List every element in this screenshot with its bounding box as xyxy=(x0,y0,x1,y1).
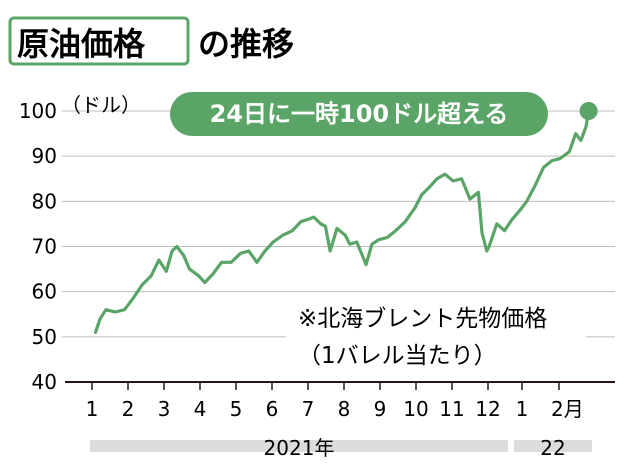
note-line-2: （1バレル当たり） xyxy=(298,343,497,369)
year-bar-2022 xyxy=(514,440,592,452)
y-tick-label-60: 60 xyxy=(32,280,57,304)
title-box xyxy=(8,16,190,66)
y-tick-label-40: 40 xyxy=(32,370,57,394)
x-month-label-2: 3 xyxy=(158,397,171,421)
y-tick-label-80: 80 xyxy=(32,189,57,213)
x-month-label-1: 2 xyxy=(122,397,135,421)
x-month-label-6: 7 xyxy=(302,397,315,421)
x-month-label-11: 12 xyxy=(475,397,500,421)
x-axis-ticks xyxy=(91,382,560,390)
year-label-2022: 22 xyxy=(540,436,565,460)
callout-box xyxy=(170,92,548,136)
x-month-label-5: 6 xyxy=(266,397,279,421)
x-month-label-8: 9 xyxy=(374,397,387,421)
x-month-label-9: 10 xyxy=(403,397,428,421)
callout-text: 24日に一時100ドル超える xyxy=(210,100,509,128)
x-axis-month-labels: 1 2 3 4 5 6 7 8 9 10 11 12 1 2月 xyxy=(86,397,584,421)
x-month-label-12: 1 xyxy=(516,397,529,421)
year-label-2021: 2021年 xyxy=(264,436,335,460)
x-month-label-7: 8 xyxy=(338,397,351,421)
note-background xyxy=(286,300,586,380)
x-month-label-13: 2月 xyxy=(551,397,584,421)
x-month-label-4: 5 xyxy=(230,397,243,421)
y-unit-label: （ドル） xyxy=(61,93,141,117)
y-tick-label-90: 90 xyxy=(32,144,57,168)
x-month-label-10: 11 xyxy=(439,397,464,421)
latest-price-marker xyxy=(579,102,598,120)
y-tick-label-100: 100 xyxy=(19,99,57,123)
y-axis-ticks: 40 50 60 70 80 90 100 xyxy=(19,99,57,394)
x-month-label-0: 1 xyxy=(86,397,99,421)
note-line-1: ※北海ブレント先物価格 xyxy=(298,306,547,332)
price-series-line xyxy=(93,109,591,334)
x-month-label-3: 4 xyxy=(194,397,207,421)
title-rest-text: の推移 xyxy=(198,25,294,63)
title-boxed-text: 原油価格 xyxy=(17,25,146,63)
y-tick-label-50: 50 xyxy=(32,325,57,349)
year-bar-2021 xyxy=(90,440,508,452)
y-tick-label-70: 70 xyxy=(32,235,57,259)
